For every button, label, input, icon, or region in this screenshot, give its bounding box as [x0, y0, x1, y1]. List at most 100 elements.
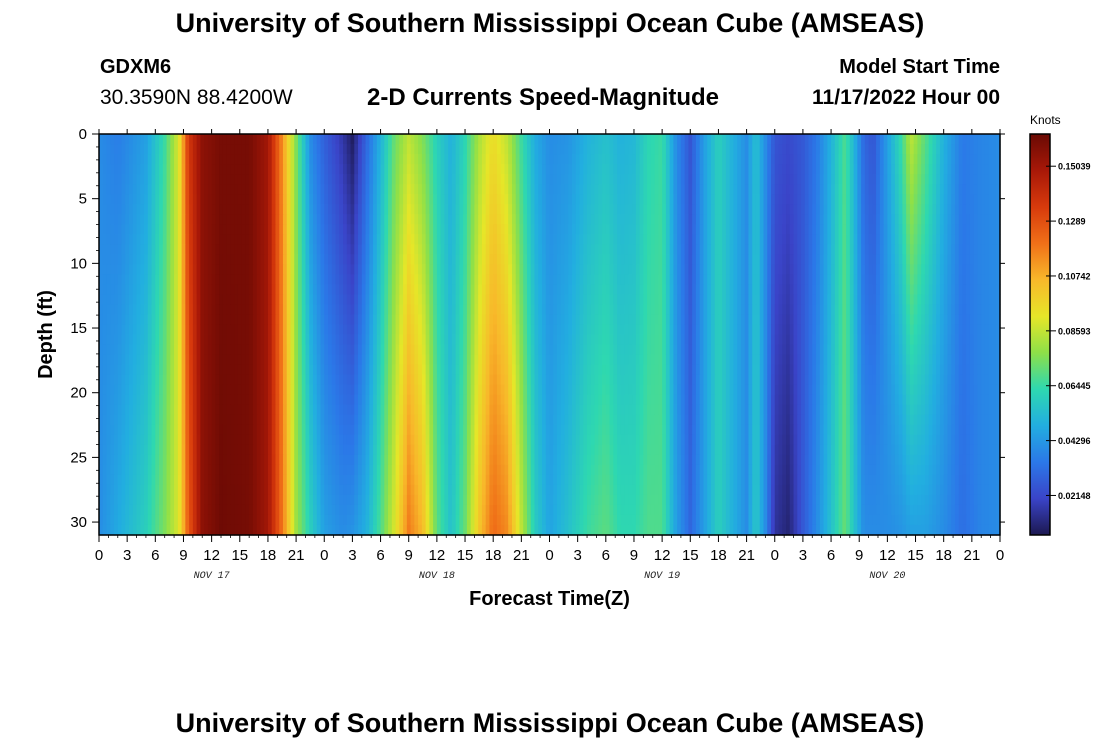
heatmap-cell [463, 314, 468, 326]
heatmap-cell [680, 224, 686, 235]
heatmap-cell [384, 134, 389, 145]
heatmap-cell [643, 214, 648, 225]
heatmap-cell [936, 194, 941, 205]
heatmap-cell [894, 294, 900, 306]
heatmap-cell [819, 324, 825, 336]
heatmap-cell [962, 174, 967, 185]
heatmap-cell [260, 154, 265, 165]
heatmap-cell [590, 234, 596, 245]
heatmap-cell [954, 134, 960, 145]
heatmap-cell [361, 144, 367, 155]
heatmap-cell [463, 194, 468, 205]
heatmap-cell [583, 274, 588, 285]
heatmap-cell [744, 134, 750, 145]
heatmap-cell [493, 154, 498, 165]
heatmap-cell [812, 284, 817, 296]
heatmap-cell [369, 324, 374, 336]
heatmap-cell [478, 234, 483, 245]
heatmap-cell [572, 144, 577, 155]
heatmap-cell [827, 244, 832, 255]
heatmap-cell [166, 134, 171, 145]
heatmap-cell [801, 304, 806, 316]
heatmap-cell [924, 304, 930, 316]
heatmap-cell [969, 144, 975, 155]
heatmap-cell [876, 284, 881, 296]
heatmap-cell [384, 224, 389, 235]
heatmap-cell [211, 234, 216, 245]
heatmap-cell [804, 134, 810, 145]
heatmap-cell [335, 314, 340, 326]
heatmap-cell [500, 154, 506, 165]
heatmap-cell [117, 264, 123, 275]
heatmap-cell [316, 214, 322, 225]
heatmap-cell [572, 204, 577, 215]
heatmap-cell [429, 274, 434, 285]
heatmap-cell [842, 244, 847, 255]
heatmap-cell [376, 274, 382, 285]
heatmap-cell [526, 264, 532, 275]
heatmap-cell [876, 294, 881, 306]
heatmap-cell [857, 184, 862, 195]
heatmap-cell [673, 204, 678, 215]
heatmap-cell [260, 334, 265, 346]
heatmap-cell [211, 334, 216, 346]
heatmap-cell [264, 164, 269, 175]
heatmap-cell [455, 244, 460, 255]
heatmap-cell [838, 194, 843, 205]
heatmap-cell [695, 324, 701, 336]
heatmap-cell [609, 334, 614, 346]
heatmap-cell [275, 304, 280, 316]
heatmap-cell [729, 144, 735, 155]
heatmap-cell [309, 164, 314, 175]
heatmap-cell [459, 324, 464, 336]
heatmap-cell [463, 174, 468, 185]
heatmap-cell [797, 274, 802, 285]
heatmap-cell [560, 314, 566, 326]
heatmap-cell [155, 334, 160, 346]
heatmap-cell [132, 264, 138, 275]
heatmap-cell [234, 294, 239, 306]
heatmap-cell [470, 224, 476, 235]
heatmap-cell [849, 324, 855, 336]
heatmap-cell [624, 244, 629, 255]
heatmap-cell [587, 144, 592, 155]
heatmap-cell [448, 264, 453, 275]
heatmap-cell [725, 274, 731, 285]
heatmap-cell [624, 214, 629, 225]
heatmap-cell [297, 154, 303, 165]
heatmap-cell [868, 264, 873, 275]
heatmap-cell [759, 134, 765, 145]
heatmap-cell [857, 224, 862, 235]
heatmap-cell [99, 294, 104, 306]
heatmap-cell [376, 304, 382, 316]
heatmap-cell [264, 274, 269, 285]
heatmap-cell [328, 154, 333, 165]
heatmap-cell [680, 174, 686, 185]
heatmap-cell [267, 204, 273, 215]
heatmap-cell [808, 304, 813, 316]
heatmap-cell [553, 144, 558, 155]
heatmap-cell [782, 194, 787, 205]
heatmap-cell [673, 294, 678, 306]
heatmap-cell [121, 304, 126, 316]
heatmap-cell [786, 144, 791, 155]
heatmap-cell [290, 204, 295, 215]
heatmap-cell [316, 184, 322, 195]
heatmap-cell [500, 164, 506, 175]
heatmap-cell [984, 154, 990, 165]
heatmap-cell [320, 324, 325, 336]
heatmap-cell [861, 304, 866, 316]
heatmap-cell [403, 304, 408, 316]
heatmap-cell [669, 154, 674, 165]
heatmap-cell [466, 134, 472, 145]
heatmap-cell [433, 314, 438, 326]
heatmap-cell [902, 314, 907, 326]
heatmap-cell [331, 174, 337, 185]
model-start-time: 11/17/2022 Hour 00 [812, 86, 1000, 109]
heatmap-cell [842, 274, 847, 285]
heatmap-cell [200, 134, 205, 145]
heatmap-cell [771, 314, 776, 326]
heatmap-cell [763, 224, 768, 235]
heatmap-cell [267, 334, 273, 346]
heatmap-cell [962, 314, 967, 326]
